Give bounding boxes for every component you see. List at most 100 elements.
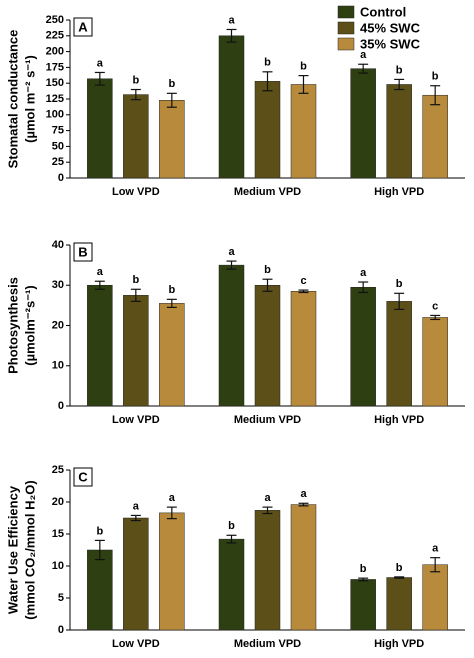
y-axis-label: Water Use Efficiency — [5, 485, 20, 614]
bar — [87, 285, 113, 407]
significance-letter: b — [228, 520, 235, 532]
error-bar — [298, 75, 309, 94]
legend-label: 35% SWC — [360, 36, 421, 51]
significance-letter: a — [360, 49, 367, 61]
y-tick-label: 25 — [52, 464, 64, 476]
error-bar — [226, 534, 237, 544]
error-bar — [358, 577, 369, 582]
y-tick-label: 50 — [52, 140, 64, 152]
y-tick-label: 10 — [52, 360, 64, 372]
y-tick-label: 250 — [46, 14, 64, 26]
error-bar — [94, 280, 105, 290]
error-bar — [130, 88, 141, 101]
significance-letter: a — [360, 267, 367, 279]
y-tick-label: 15 — [52, 528, 64, 540]
error-bar — [358, 281, 369, 294]
x-tick-label: Low VPD — [112, 414, 160, 426]
bar — [350, 287, 376, 407]
significance-letter: b — [264, 57, 271, 69]
x-tick-label: Low VPD — [112, 638, 160, 650]
significance-letter: b — [132, 74, 139, 86]
error-bar — [430, 85, 441, 106]
error-bar — [394, 292, 405, 310]
significance-letter: b — [96, 525, 103, 537]
bar — [123, 295, 149, 407]
significance-letter: b — [168, 284, 175, 296]
y-tick-label: 30 — [52, 279, 64, 291]
bar — [159, 100, 185, 179]
error-bar — [94, 539, 105, 561]
y-tick-label: 0 — [58, 172, 64, 184]
significance-letter: a — [432, 543, 439, 555]
bar — [290, 84, 317, 179]
y-axis-label: Photosynthesis — [5, 277, 20, 374]
bar — [254, 285, 281, 407]
x-tick-label: Medium VPD — [234, 414, 301, 426]
x-tick-label: High VPD — [374, 638, 424, 650]
y-tick-label: 25 — [52, 156, 64, 168]
bar — [422, 317, 448, 407]
y-tick-label: 125 — [46, 93, 64, 105]
significance-letter: b — [300, 61, 307, 73]
panel-label: A — [78, 19, 88, 34]
bar — [290, 291, 317, 407]
bar — [290, 504, 317, 631]
significance-letter: b — [396, 562, 403, 574]
error-bar — [394, 576, 405, 579]
error-bar — [166, 298, 177, 308]
error-bar — [166, 92, 177, 108]
y-tick-label: 150 — [46, 77, 64, 89]
bar — [422, 564, 448, 631]
error-bar — [430, 557, 441, 573]
bar — [386, 84, 412, 179]
error-bar — [394, 78, 405, 91]
y-tick-label: 10 — [52, 560, 64, 572]
panel-box — [73, 467, 93, 487]
bar — [386, 301, 412, 407]
bar — [350, 579, 376, 631]
bar — [350, 68, 376, 179]
y-tick-label: 100 — [46, 109, 64, 121]
significance-letter: a — [264, 492, 271, 504]
bar — [123, 94, 149, 179]
error-bar — [298, 289, 309, 294]
panel-box — [73, 17, 93, 37]
bar — [218, 35, 245, 179]
y-tick-label: 225 — [46, 30, 64, 42]
significance-letter: a — [300, 488, 307, 500]
panel-box — [73, 242, 93, 262]
legend-swatch — [337, 37, 355, 51]
y-tick-label: 20 — [52, 319, 64, 331]
legend-swatch — [337, 5, 355, 19]
significance-letter: a — [228, 246, 235, 258]
bar — [218, 538, 245, 631]
y-axis-label: (µmolm⁻²s⁻¹) — [22, 285, 37, 365]
significance-letter: b — [432, 71, 439, 83]
y-axis-label: (µmol m⁻² s⁻¹) — [22, 55, 37, 143]
error-bar — [358, 63, 369, 74]
error-bar — [262, 506, 273, 515]
bar — [254, 510, 281, 631]
significance-letter: b — [396, 64, 403, 76]
x-tick-label: Medium VPD — [234, 638, 301, 650]
y-tick-label: 5 — [58, 592, 64, 604]
error-bar — [94, 71, 105, 86]
significance-letter: a — [97, 266, 104, 278]
y-tick-label: 0 — [58, 400, 64, 412]
y-tick-label: 20 — [52, 496, 64, 508]
error-bar — [298, 502, 309, 507]
error-bar — [130, 514, 141, 522]
significance-letter: a — [169, 492, 176, 504]
significance-letter: c — [300, 275, 306, 287]
error-bar — [166, 506, 177, 520]
error-bar — [130, 288, 141, 302]
error-bar — [430, 314, 441, 321]
significance-letter: b — [264, 264, 271, 276]
error-bar — [262, 71, 273, 92]
legend-swatch — [337, 21, 355, 35]
error-bar — [226, 260, 237, 270]
significance-letter: b — [396, 278, 403, 290]
panel-label: C — [78, 469, 88, 484]
x-tick-label: High VPD — [374, 186, 424, 198]
